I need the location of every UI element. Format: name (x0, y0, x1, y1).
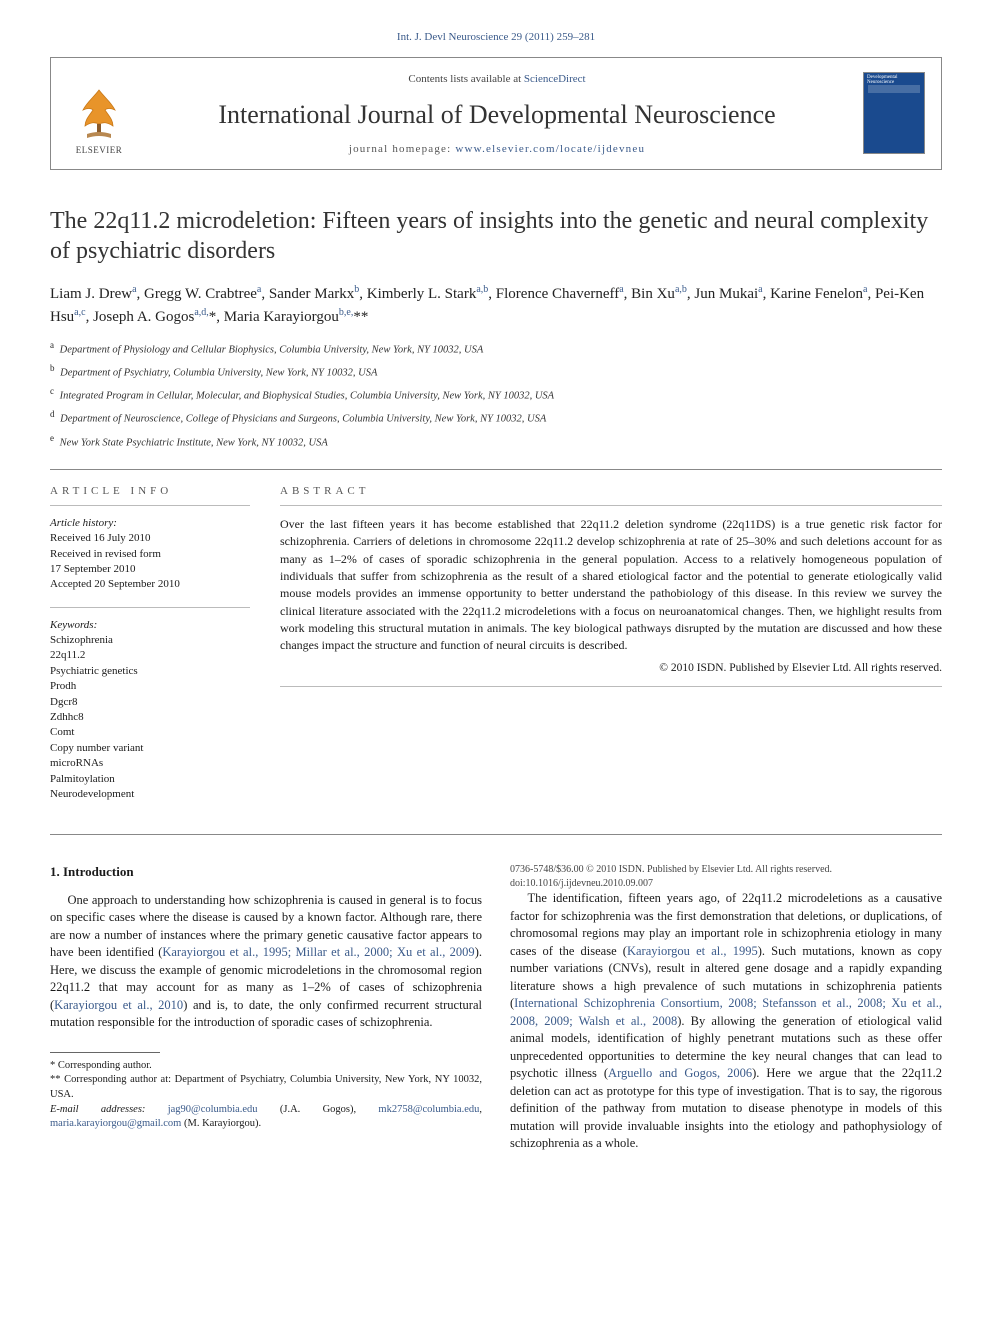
keywords-block: Keywords: Schizophrenia22q11.2Psychiatri… (50, 618, 250, 803)
journal-name: International Journal of Developmental N… (145, 97, 849, 132)
abstract-header: abstract (280, 484, 942, 499)
email-link[interactable]: jag90@columbia.edu (168, 1104, 258, 1115)
history-line: 17 September 2010 (50, 562, 250, 577)
abstract-copyright: © 2010 ISDN. Published by Elsevier Ltd. … (280, 661, 942, 677)
corresponding-author-note-2: ** Corresponding author at: Department o… (50, 1073, 482, 1102)
keyword-item: Schizophrenia (50, 633, 250, 648)
abstract-column: abstract Over the last fifteen years it … (280, 484, 942, 816)
article-info-column: article info Article history: Received 1… (50, 484, 250, 816)
email-addresses-line: E-mail addresses: jag90@columbia.edu (J.… (50, 1103, 482, 1132)
issn-copyright-line: 0736-5748/$36.00 © 2010 ISDN. Published … (510, 863, 942, 877)
intro-paragraph-2: The identification, fifteen years ago, o… (510, 890, 942, 1153)
doi-line: doi:10.1016/j.ijdevneu.2010.09.007 (510, 877, 942, 891)
article-info-header: article info (50, 484, 250, 499)
text-run: , (479, 1104, 482, 1115)
history-line: Accepted 20 September 2010 (50, 577, 250, 592)
journal-cover-thumbnail: Developmental Neuroscience (863, 72, 925, 154)
keyword-item: Neurodevelopment (50, 787, 250, 802)
intro-paragraph-1: One approach to understanding how schizo… (50, 892, 482, 1032)
thin-rule (50, 607, 250, 608)
contents-available-line: Contents lists available at ScienceDirec… (145, 72, 849, 87)
email-label: E-mail addresses: (50, 1104, 168, 1115)
email-link[interactable]: mk2758@columbia.edu (378, 1104, 479, 1115)
author-list: Liam J. Drewa, Gregg W. Crabtreea, Sande… (50, 282, 942, 329)
keyword-item: Dgcr8 (50, 695, 250, 710)
keywords-label: Keywords: (50, 618, 250, 633)
citation-link[interactable]: Karayiorgou et al., 1995 (627, 944, 758, 958)
history-line: Received in revised form (50, 547, 250, 562)
footnotes-block: * Corresponding author. ** Corresponding… (50, 1059, 482, 1132)
homepage-prefix: journal homepage: (349, 143, 456, 155)
thin-rule (280, 686, 942, 687)
citation-link[interactable]: Karayiorgou et al., 2010 (54, 998, 183, 1012)
history-label: Article history: (50, 516, 250, 531)
email-link[interactable]: maria.karayiorgou@gmail.com (50, 1118, 181, 1129)
homepage-link[interactable]: www.elsevier.com/locate/ijdevneu (455, 143, 645, 155)
keyword-item: Zdhhc8 (50, 710, 250, 725)
affiliation-line: e New York State Psychiatric Institute, … (50, 432, 942, 451)
article-history-block: Article history: Received 16 July 2010Re… (50, 516, 250, 593)
journal-header-box: ELSEVIER Contents lists available at Sci… (50, 57, 942, 170)
info-abstract-row: article info Article history: Received 1… (50, 484, 942, 816)
history-line: Received 16 July 2010 (50, 531, 250, 546)
keyword-item: microRNAs (50, 756, 250, 771)
affiliation-line: c Integrated Program in Cellular, Molecu… (50, 385, 942, 404)
abstract-text: Over the last fifteen years it has becom… (280, 516, 942, 655)
affiliation-line: a Department of Physiology and Cellular … (50, 339, 942, 358)
doi-block: 0736-5748/$36.00 © 2010 ISDN. Published … (510, 863, 942, 890)
footnote-separator (50, 1052, 160, 1053)
article-title: The 22q11.2 microdeletion: Fifteen years… (50, 206, 942, 266)
elsevier-label: ELSEVIER (76, 144, 123, 156)
citation-link[interactable]: Karayiorgou et al., 1995; Millar et al.,… (162, 945, 474, 959)
keyword-item: 22q11.2 (50, 648, 250, 663)
keyword-item: Copy number variant (50, 741, 250, 756)
text-run: (M. Karayiorgou). (181, 1118, 261, 1129)
affiliation-line: d Department of Neuroscience, College of… (50, 408, 942, 427)
thin-rule (50, 505, 250, 506)
cover-label: Developmental Neuroscience (867, 75, 921, 86)
sciencedirect-link[interactable]: ScienceDirect (524, 73, 586, 85)
section-rule (50, 834, 942, 835)
text-run: (J.A. Gogos), (258, 1104, 379, 1115)
affiliation-line: b Department of Psychiatry, Columbia Uni… (50, 362, 942, 381)
body-columns: 1. Introduction One approach to understa… (50, 863, 942, 1153)
keyword-item: Psychiatric genetics (50, 664, 250, 679)
elsevier-logo: ELSEVIER (67, 72, 131, 157)
corresponding-author-note-1: * Corresponding author. (50, 1059, 482, 1074)
header-center: Contents lists available at ScienceDirec… (145, 72, 849, 157)
thin-rule (280, 505, 942, 506)
running-header: Int. J. Devl Neuroscience 29 (2011) 259–… (50, 30, 942, 45)
citation-link[interactable]: Arguello and Gogos, 2006 (608, 1066, 752, 1080)
homepage-line: journal homepage: www.elsevier.com/locat… (145, 142, 849, 157)
section-rule (50, 469, 942, 470)
section-heading-introduction: 1. Introduction (50, 863, 482, 881)
contents-prefix: Contents lists available at (408, 73, 523, 85)
elsevier-tree-icon (73, 84, 125, 142)
keyword-item: Palmitoylation (50, 772, 250, 787)
keyword-item: Prodh (50, 679, 250, 694)
keyword-item: Comt (50, 725, 250, 740)
